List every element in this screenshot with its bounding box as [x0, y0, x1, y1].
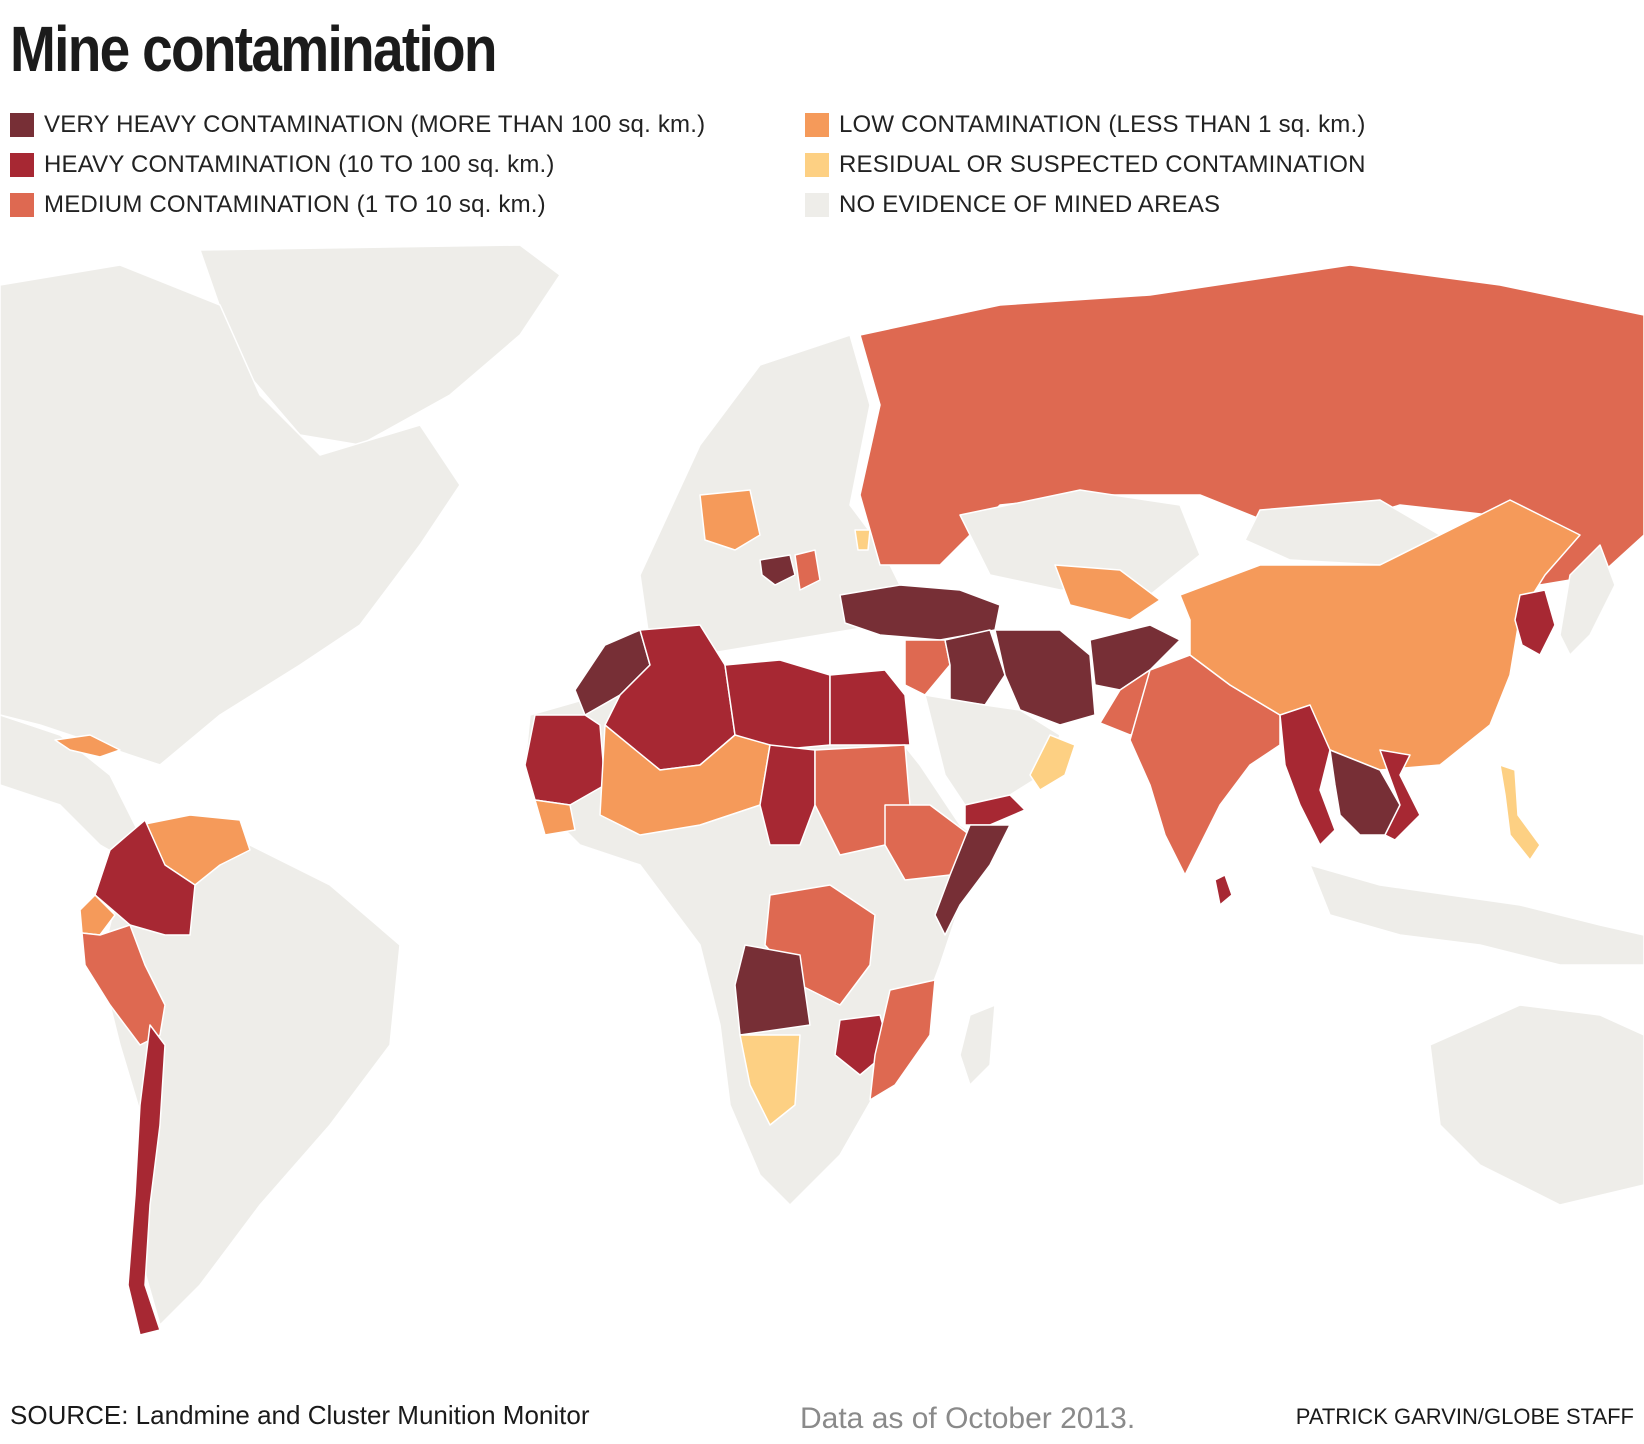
source-note: SOURCE: Landmine and Cluster Munition Mo…: [10, 1400, 590, 1430]
region-philippines: [1499, 764, 1541, 861]
legend-swatch-medium: [10, 193, 34, 217]
region-serbia: [794, 549, 821, 591]
region-somalia: [934, 824, 1011, 936]
legend-swatch-low: [805, 113, 829, 137]
region-turkmenistan-uzbekistan: [1054, 564, 1161, 621]
region-iraq: [944, 629, 1006, 706]
region-cuba: [54, 734, 121, 758]
region-madagascar: [959, 1004, 996, 1086]
legend-item-residual: RESIDUAL OR SUSPECTED CONTAMINATION: [805, 150, 1366, 180]
region-korea: [1514, 589, 1556, 656]
region-colombia: [94, 819, 196, 936]
legend-label-low: LOW CONTAMINATION (LESS THAN 1 sq. km.): [839, 111, 1366, 138]
legend-swatch-heavy: [10, 153, 34, 177]
date-note: Data as of October 2013.: [800, 1402, 1136, 1435]
region-chile: [127, 1024, 166, 1336]
legend-label-residual: RESIDUAL OR SUSPECTED CONTAMINATION: [839, 151, 1366, 178]
region-ecuador: [79, 894, 116, 936]
region-senegal: [534, 799, 576, 836]
region-australia: [1429, 1004, 1644, 1206]
legend-label-medium: MEDIUM CONTAMINATION (1 TO 10 sq. km.): [44, 191, 546, 218]
region-myanmar: [1279, 704, 1336, 846]
region-bosnia: [759, 554, 796, 586]
credit-note: PATRICK GARVIN/GLOBE STAFF: [1295, 1404, 1634, 1429]
legend-item-heavy: HEAVY CONTAMINATION (10 TO 100 sq. km.): [10, 150, 555, 180]
legend-item-very-heavy: VERY HEAVY CONTAMINATION (MORE THAN 100 …: [10, 110, 705, 140]
legend-label-heavy: HEAVY CONTAMINATION (10 TO 100 sq. km.): [44, 151, 555, 178]
legend-item-medium: MEDIUM CONTAMINATION (1 TO 10 sq. km.): [10, 190, 546, 220]
region-angola: [734, 944, 811, 1036]
legend-item-low: LOW CONTAMINATION (LESS THAN 1 sq. km.): [805, 110, 1366, 140]
legend: VERY HEAVY CONTAMINATION (MORE THAN 100 …: [10, 110, 1640, 230]
region-north-america: [0, 264, 461, 766]
region-south-america: [99, 834, 401, 1326]
legend-swatch-very-heavy: [10, 113, 34, 137]
region-syria-jordan: [904, 639, 951, 696]
chart-title: Mine contamination: [10, 13, 498, 85]
legend-item-none: NO EVIDENCE OF MINED AREAS: [805, 190, 1220, 220]
region-oman: [1029, 734, 1076, 791]
region-japan: [1559, 544, 1616, 656]
region-turkey: [839, 584, 1001, 641]
region-china: [1179, 499, 1581, 771]
legend-swatch-none: [805, 193, 829, 217]
world-map: [0, 245, 1644, 1336]
region-namibia: [739, 1034, 801, 1126]
region-indonesia: [1309, 864, 1644, 966]
region-sri-lanka: [1214, 874, 1233, 906]
region-germany: [699, 489, 761, 551]
region-yemen: [964, 794, 1026, 826]
region-russia: [859, 264, 1644, 586]
legend-label-none: NO EVIDENCE OF MINED AREAS: [839, 191, 1221, 218]
region-moldova: [854, 529, 871, 551]
region-greenland: [199, 245, 561, 446]
legend-label-very-heavy: VERY HEAVY CONTAMINATION (MORE THAN 100 …: [44, 111, 706, 138]
region-thailand-laos-cambodia: [1329, 749, 1401, 836]
region-peru: [81, 924, 166, 1046]
region-western-sahara-mauritania: [524, 714, 606, 806]
region-mozambique: [869, 979, 936, 1101]
legend-swatch-residual: [805, 153, 829, 177]
region-kazakhstan: [959, 489, 1201, 596]
region-egypt: [829, 669, 911, 746]
region-vietnam: [1379, 749, 1421, 841]
region-iran: [994, 629, 1096, 726]
